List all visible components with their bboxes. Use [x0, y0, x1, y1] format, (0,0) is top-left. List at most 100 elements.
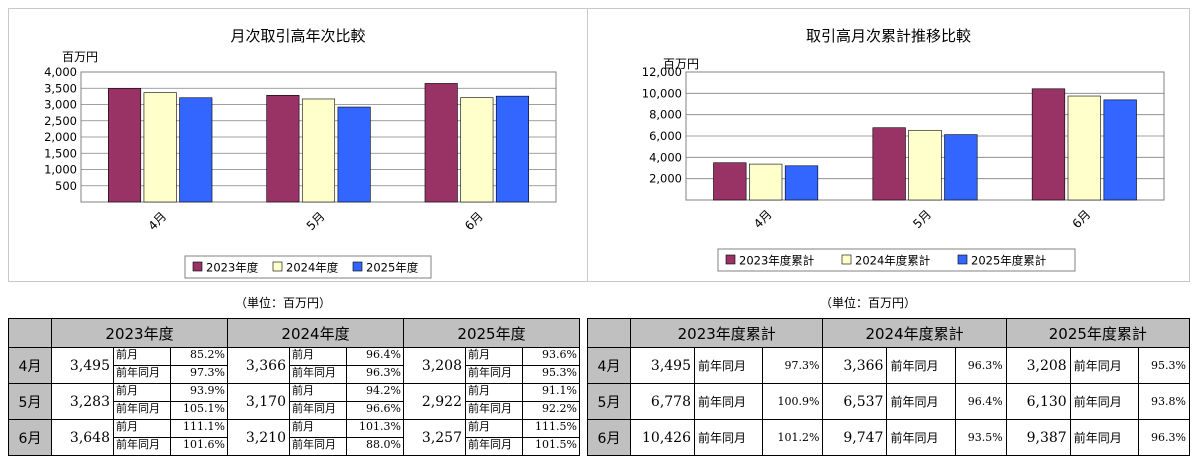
y-axis-label: 百万円 — [62, 50, 98, 64]
value-cell: 10,426 — [630, 419, 695, 456]
bar — [179, 97, 213, 203]
bar — [108, 88, 142, 203]
legend-swatch — [352, 261, 363, 272]
legend-label: 2025年度 — [366, 261, 419, 275]
y-tick-label: 8,000 — [649, 108, 682, 122]
ratio-label: 前年同月 — [886, 347, 956, 384]
column-header: 2023年度 — [51, 318, 228, 348]
x-tick-label: 6月 — [1070, 207, 1094, 231]
value-cell: 6,537 — [822, 383, 887, 420]
legend-swatch — [725, 254, 736, 265]
ratio-label: 前月 — [466, 348, 523, 365]
monthly-chart-panel: 月次取引高年次比較 百万円 4,000 3,500 3,000 2,500 2,000 1,… — [8, 8, 588, 282]
cumulative-chart-panel: 取引高月次累計推移比較 百万円 12,000 10,000 8,000 6,000 4,0… — [587, 8, 1190, 282]
ratio-row: 前月 96.4% — [290, 348, 403, 365]
ratio-label: 前年同月 — [466, 366, 523, 383]
bar — [143, 92, 177, 203]
column-header: 2024年度 — [227, 318, 404, 348]
ratio-value: 97.3% — [762, 347, 824, 384]
table-row: 6月 10,426 前年同月 101.2% 9,747 前年同月 93.5% 9,387 前年同… — [587, 419, 1191, 456]
ratio-row: 前月 94.2% — [290, 384, 403, 401]
row-header: 5月 — [587, 383, 631, 420]
ratio-label: 前年同月 — [114, 366, 171, 383]
column-header: 2025年度累計 — [1005, 318, 1191, 348]
row-header: 5月 — [8, 383, 52, 420]
row-header: 6月 — [8, 419, 52, 456]
column-header: 2025年度 — [403, 318, 580, 348]
y-tick-label: 4,000 — [44, 65, 77, 79]
ratio-value: 85.2% — [190, 348, 225, 361]
value-cell: 3,366 — [227, 347, 290, 384]
ratio-value: 93.9% — [190, 384, 225, 397]
ratio-value: 94.2% — [366, 384, 401, 397]
table-row: 5月 6,778 前年同月 100.9% 6,537 前年同月 96.4% 6,130 前年同月… — [587, 383, 1191, 420]
y-tick-label: 3,500 — [44, 81, 77, 95]
value-cell: 3,495 — [51, 347, 114, 384]
ratio-cell: 前月 96.4% 前年同月 96.3% — [289, 347, 404, 384]
ratio-value: 96.4% — [954, 383, 1007, 420]
y-tick-label: 6,000 — [649, 129, 682, 143]
ratio-value: 96.3% — [1137, 419, 1191, 456]
value-cell: 9,387 — [1005, 419, 1071, 456]
y-tick-label: 2,500 — [44, 114, 77, 128]
y-tick-label: 12,000 — [642, 65, 682, 79]
value-cell: 3,366 — [822, 347, 887, 384]
value-cell: 3,170 — [227, 383, 290, 420]
ratio-row: 前年同月 101.5% — [466, 437, 579, 455]
value-cell: 3,648 — [51, 419, 114, 456]
bar — [460, 97, 494, 203]
ratio-row: 前年同月 92.2% — [466, 401, 579, 419]
ratio-label: 前年同月 — [1069, 347, 1139, 384]
ratio-value: 111.5% — [535, 420, 577, 433]
bar — [1031, 88, 1066, 201]
ratio-row: 前月 85.2% — [114, 348, 227, 365]
ratio-value: 96.6% — [366, 402, 401, 415]
ratio-row: 前月 93.9% — [114, 384, 227, 401]
legend — [184, 255, 432, 279]
bar — [1103, 99, 1137, 201]
ratio-value: 101.2% — [762, 419, 824, 456]
legend-swatch — [192, 261, 203, 272]
y-tick-label: 500 — [55, 179, 77, 193]
ratio-value: 105.1% — [183, 402, 225, 415]
table-row: 5月 3,283 前月 93.9% 前年同月 105.1% 3,170 前月 94.2% 前年同月… — [8, 383, 580, 420]
ratio-value: 97.3% — [190, 366, 225, 379]
legend-swatch — [841, 254, 852, 265]
ratio-value: 91.1% — [542, 384, 577, 397]
ratio-label: 前年同月 — [693, 347, 764, 384]
bar — [1067, 95, 1101, 201]
legend-label: 2024年度 — [286, 261, 339, 275]
ratio-value: 93.6% — [542, 348, 577, 361]
ratio-cell: 前月 85.2% 前年同月 97.3% — [113, 347, 228, 384]
column-header: 2023年度累計 — [629, 318, 824, 348]
value-cell: 3,208 — [1005, 347, 1071, 384]
ratio-cell: 前月 93.9% 前年同月 105.1% — [113, 383, 228, 420]
ratio-label: 前年同月 — [886, 383, 956, 420]
ratio-label: 前年同月 — [290, 402, 347, 419]
ratio-label: 前年同月 — [693, 383, 764, 420]
ratio-value: 95.3% — [1137, 347, 1191, 384]
ratio-row: 前年同月 96.3% — [290, 365, 403, 383]
ratio-label: 前年同月 — [114, 402, 171, 419]
x-tick-label: 5月 — [304, 209, 328, 233]
y-axis-label: 百万円 — [663, 57, 699, 71]
ratio-cell: 前月 101.3% 前年同月 88.0% — [289, 419, 404, 456]
value-cell: 6,130 — [1005, 383, 1071, 420]
monthly-table: 2023年度 2024年度 2025年度 4月 3,495 前月 85.2% 前年同月 97.3… — [8, 318, 580, 456]
value-cell: 6,778 — [630, 383, 695, 420]
value-cell: 9,747 — [822, 419, 887, 456]
bar — [749, 163, 783, 201]
ratio-label: 前年同月 — [1069, 419, 1139, 456]
x-tick-label: 5月 — [910, 207, 934, 231]
ratio-value: 95.3% — [542, 366, 577, 379]
x-tick-label: 4月 — [145, 209, 169, 233]
ratio-label: 前月 — [290, 384, 347, 401]
legend-label: 2024年度累計 — [855, 254, 930, 268]
bar — [872, 127, 906, 201]
ratio-value: 111.1% — [183, 420, 225, 433]
ratio-row: 前月 93.6% — [466, 348, 579, 365]
y-tick-label: 2,000 — [44, 130, 77, 144]
ratio-row: 前年同月 95.3% — [466, 365, 579, 383]
unit-label: （単位：百万円） — [235, 296, 332, 310]
bar — [301, 98, 336, 203]
